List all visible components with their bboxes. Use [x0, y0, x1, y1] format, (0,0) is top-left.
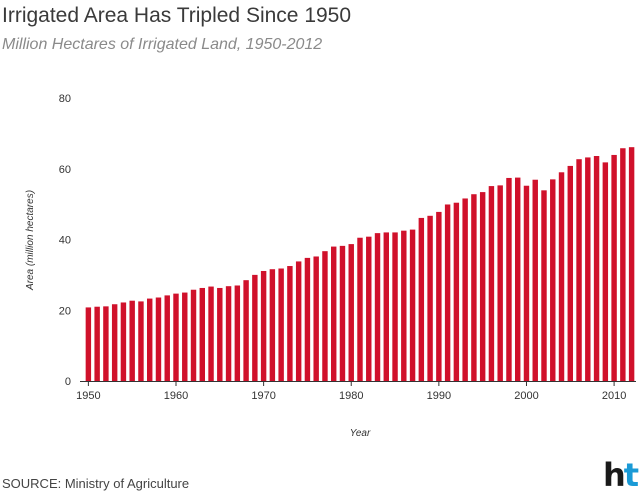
bar-2001 — [532, 179, 538, 381]
bar-2004 — [558, 172, 565, 381]
bar-1968 — [243, 280, 249, 381]
bar-1984 — [383, 232, 389, 381]
y-axis-title: Area (million hectares) — [25, 190, 36, 291]
bar-1958 — [155, 297, 162, 381]
bar-1997 — [497, 185, 503, 381]
bar-1989 — [427, 215, 433, 381]
y-tick-label: 60 — [59, 164, 71, 176]
bar-1971 — [269, 269, 276, 381]
bar-1953 — [111, 304, 118, 381]
x-tick-label: 1980 — [339, 390, 363, 402]
bar-1985 — [392, 232, 398, 381]
bar-2011 — [620, 148, 626, 381]
bar-1966 — [225, 286, 232, 381]
bar-2003 — [550, 179, 556, 381]
chart-title: Irrigated Area Has Tripled Since 1950 — [2, 4, 352, 27]
bar-1998 — [506, 177, 512, 381]
x-axis-ticks: 1950 1960 1970 1980 1990 2000 2010 — [76, 381, 626, 402]
bar-chart: 0 20 40 60 80 1950 1960 1970 1980 1990 2000 2010 A… — [25, 93, 636, 439]
bar-1978 — [331, 246, 337, 381]
bar-1956 — [138, 301, 144, 381]
y-tick-label: 0 — [65, 376, 71, 388]
bar-1963 — [199, 287, 205, 381]
y-tick-label: 20 — [59, 305, 71, 317]
bar-1994 — [471, 194, 477, 381]
bar-1957 — [147, 298, 153, 381]
bar-1991 — [444, 204, 451, 381]
ht-logo: ht — [603, 456, 639, 494]
bar-1988 — [418, 217, 425, 381]
bar-1959 — [164, 295, 170, 381]
bar-2000 — [523, 185, 530, 381]
y-axis-ticks: 0 20 40 60 80 — [59, 93, 71, 388]
bar-1982 — [366, 236, 372, 381]
bar-1972 — [278, 268, 284, 381]
x-tick-label: 2000 — [514, 390, 538, 402]
y-tick-label: 80 — [59, 93, 71, 105]
bar-1962 — [190, 289, 197, 381]
chart-subtitle: Million Hectares of Irrigated Land, 1950… — [2, 36, 323, 53]
bar-1980 — [348, 244, 354, 381]
bar-1951 — [94, 306, 100, 381]
bar-1960 — [173, 293, 179, 381]
bar-1993 — [462, 198, 468, 381]
bar-1954 — [120, 302, 127, 381]
bar-1996 — [488, 186, 495, 381]
bar-1955 — [129, 300, 135, 381]
bar-2010 — [611, 154, 617, 381]
bar-1965 — [217, 287, 223, 381]
bar-1969 — [252, 274, 258, 382]
bar-2006 — [576, 159, 582, 381]
x-axis-title: Year — [350, 428, 371, 439]
bar-2005 — [567, 165, 573, 381]
bar-1973 — [287, 266, 293, 381]
bar-1970 — [260, 270, 267, 381]
bar-1967 — [234, 285, 241, 381]
bar-2007 — [585, 157, 591, 381]
bar-1964 — [208, 286, 214, 381]
bar-1975 — [304, 257, 311, 381]
bar-1950 — [85, 307, 92, 381]
bar-1992 — [453, 202, 460, 381]
bar-1981 — [357, 237, 363, 381]
bar-2008 — [593, 156, 600, 381]
bar-1986 — [401, 230, 407, 381]
source-note: SOURCE: Ministry of Agriculture — [2, 476, 190, 491]
x-tick-label: 1970 — [251, 390, 275, 402]
bar-1974 — [295, 261, 302, 381]
bar-1983 — [374, 233, 381, 381]
bar-1979 — [339, 245, 346, 381]
bar-1961 — [182, 292, 188, 381]
bar-1952 — [103, 306, 109, 381]
bar-1976 — [313, 256, 319, 381]
logo-letter-t: t — [623, 456, 639, 494]
x-tick-label: 1990 — [427, 390, 451, 402]
x-tick-label: 1950 — [76, 390, 100, 402]
bar-2009 — [602, 162, 609, 381]
bar-1999 — [515, 177, 521, 381]
bar-1977 — [322, 251, 328, 381]
bar-2002 — [541, 190, 547, 381]
bar-1995 — [479, 192, 486, 381]
y-tick-label: 40 — [59, 235, 71, 247]
bars — [85, 147, 635, 382]
x-tick-label: 1960 — [164, 390, 188, 402]
bar-2012 — [628, 147, 635, 381]
logo-letter-h: h — [603, 456, 626, 494]
bar-1990 — [436, 211, 442, 381]
x-tick-label: 2010 — [602, 390, 626, 402]
bar-1987 — [409, 229, 416, 381]
